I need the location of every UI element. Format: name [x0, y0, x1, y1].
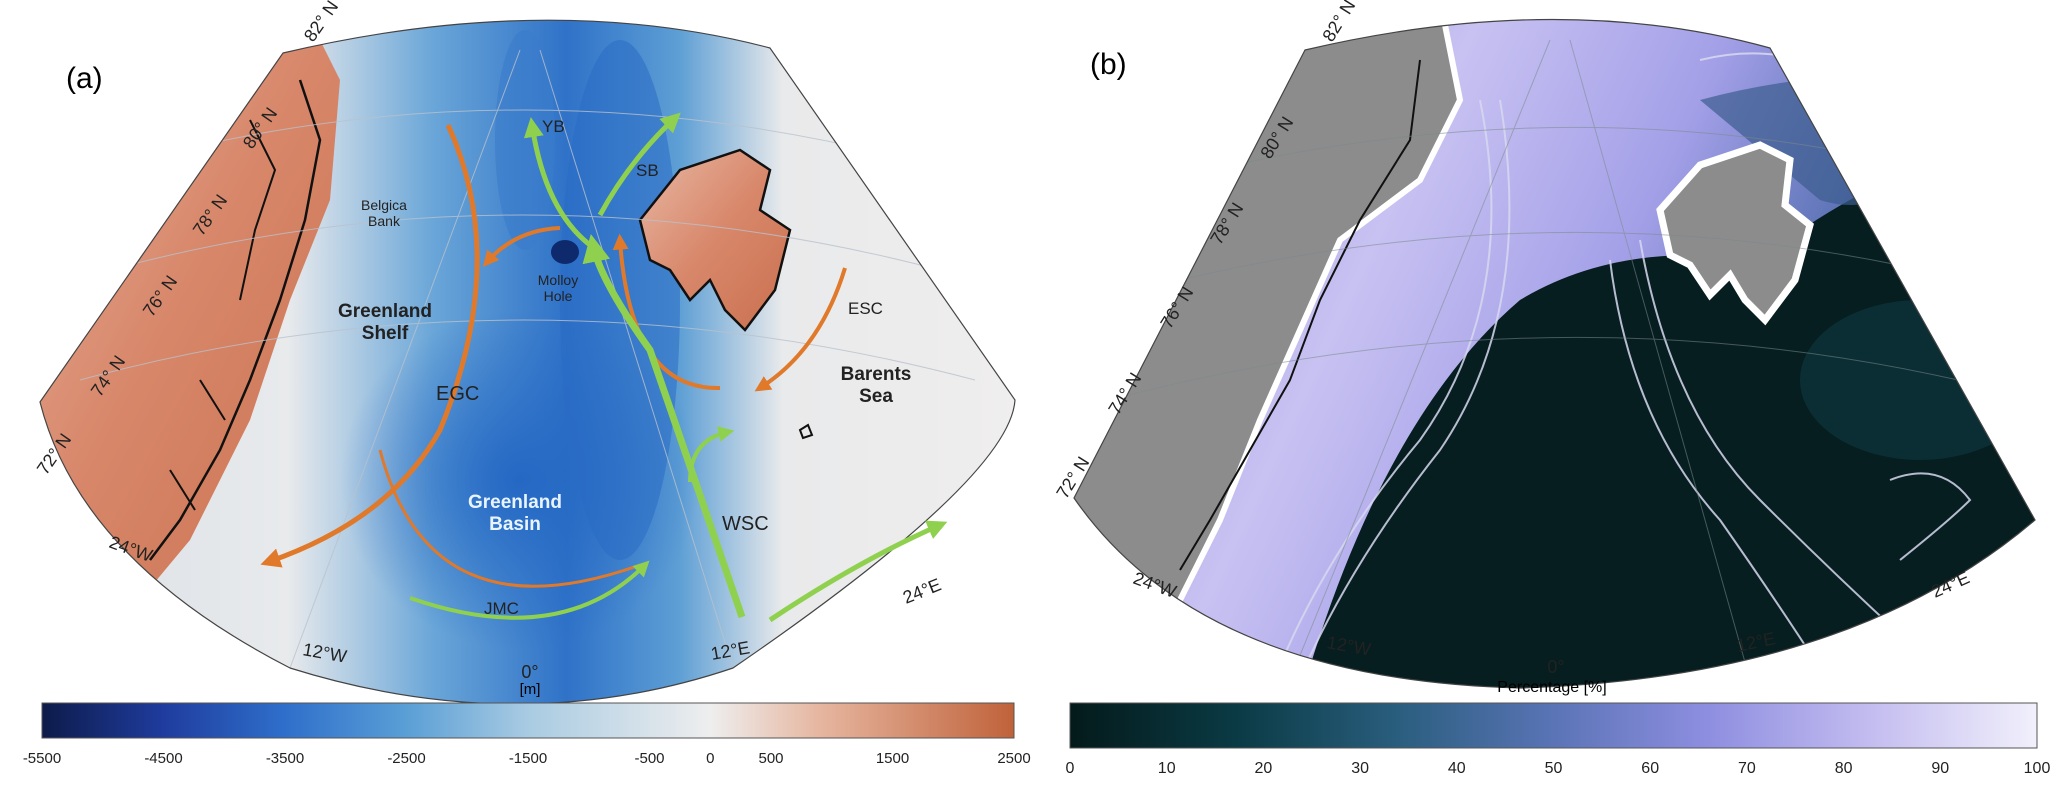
colorbar-b-tick-5: 50	[1545, 760, 1563, 777]
colorbar-a-tick-5: -500	[634, 750, 664, 767]
label-egc: EGC	[436, 383, 479, 405]
molloy-deep	[551, 240, 579, 264]
colorbar-a-ticks: -5500 -4500 -3500 -2500 -1500 -500 0 500 1500 250…	[23, 750, 1031, 767]
colorbar-b-tick-6: 60	[1641, 760, 1659, 777]
colorbar-a-tick-4: -1500	[509, 750, 547, 767]
colorbar-a-tick-9: 2500	[997, 750, 1030, 767]
wsc-current-arrow	[582, 234, 746, 619]
label-belgica-bank: Belgica Bank	[361, 197, 407, 229]
colorbar-b-tick-8: 80	[1835, 760, 1853, 777]
colorbar-a-tick-3: -2500	[387, 750, 425, 767]
barents-inflow-arrow	[768, 520, 948, 623]
colorbar-a-tick-8: 1500	[876, 750, 909, 767]
colorbar-a: [m] -5500 -4500 -3500 -2500 -1500 -500 0 500 150…	[23, 681, 1031, 767]
panel-a: YB SB Belgica Bank Molloy Hole ESC Greenla…	[23, 0, 1031, 767]
jmc-green-arrow	[409, 560, 650, 620]
colorbar-a-tick-7: 500	[758, 750, 783, 767]
label-greenland-shelf: Greenland Shelf	[338, 301, 432, 344]
colorbar-b-tick-10: 100	[2024, 760, 2051, 777]
colorbar-b: Percentage [%] 0 10 20 30 40 50 60 70 80 90 100	[1066, 679, 2051, 777]
percentage-map	[1074, 19, 2035, 689]
panel-b-label: (b)	[1090, 48, 1127, 81]
colorbar-b-tick-9: 90	[1931, 760, 1949, 777]
label-esc: ESC	[848, 299, 883, 318]
colorbar-b-tick-7: 70	[1738, 760, 1756, 777]
lon-label-b-0: 0°	[1547, 657, 1564, 677]
label-yb: YB	[542, 117, 565, 136]
colorbar-b-tick-2: 20	[1255, 760, 1273, 777]
egc-current-arrow	[260, 123, 480, 568]
colorbar-a-tick-1: -4500	[144, 750, 182, 767]
yb-branch-arrow	[523, 117, 592, 247]
return-branch-arrow	[688, 426, 735, 483]
colorbar-b-tick-3: 30	[1351, 760, 1369, 777]
map-frame-b	[1073, 18, 2036, 689]
ocean-currents	[260, 112, 948, 623]
label-wsc: WSC	[722, 513, 769, 535]
molloy-recirc-west-arrow	[482, 226, 561, 267]
esc-current-arrow	[754, 267, 847, 392]
svalbard-land-b	[1656, 141, 1814, 326]
label-greenland-basin: Greenland Basin	[468, 492, 562, 535]
colorbar-b-tick-0: 0	[1066, 760, 1075, 777]
label-molloy-hole: Molloy Hole	[538, 272, 578, 304]
jmc-orange-arrow	[378, 449, 641, 588]
colorbar-a-tick-6: 0	[706, 750, 714, 767]
colorbar-b-ticks: 0 10 20 30 40 50 60 70 80 90 100	[1066, 760, 2051, 777]
colorbar-b-tick-1: 10	[1158, 760, 1176, 777]
lon-label-a-24e: 24°E	[900, 574, 944, 607]
colorbar-a-bar	[41, 702, 1015, 739]
colorbar-b-bar	[1069, 702, 2038, 749]
label-jmc: JMC	[484, 599, 519, 618]
panel-a-label: (a)	[66, 62, 103, 95]
lat-label-a-82: 82° N	[300, 0, 342, 45]
panel-b: (b) 82° N 80° N 78° N 76° N 74° N 72° N …	[1052, 0, 2051, 777]
colorbar-a-tick-0: -5500	[23, 750, 61, 767]
label-barents-sea: Barents Sea	[841, 364, 912, 407]
label-sb: SB	[636, 161, 659, 180]
map-frame-a	[39, 19, 1016, 705]
colorbar-b-label: Percentage [%]	[1497, 679, 1606, 696]
colorbar-a-unit: [m]	[520, 681, 541, 698]
lon-label-a-0: 0°	[521, 662, 538, 682]
lat-label-b-82: 82° N	[1318, 0, 1359, 45]
sb-branch-arrow	[597, 112, 681, 217]
colorbar-a-tick-2: -3500	[266, 750, 304, 767]
svalbard-land	[638, 148, 792, 332]
colorbar-b-tick-4: 40	[1448, 760, 1466, 777]
